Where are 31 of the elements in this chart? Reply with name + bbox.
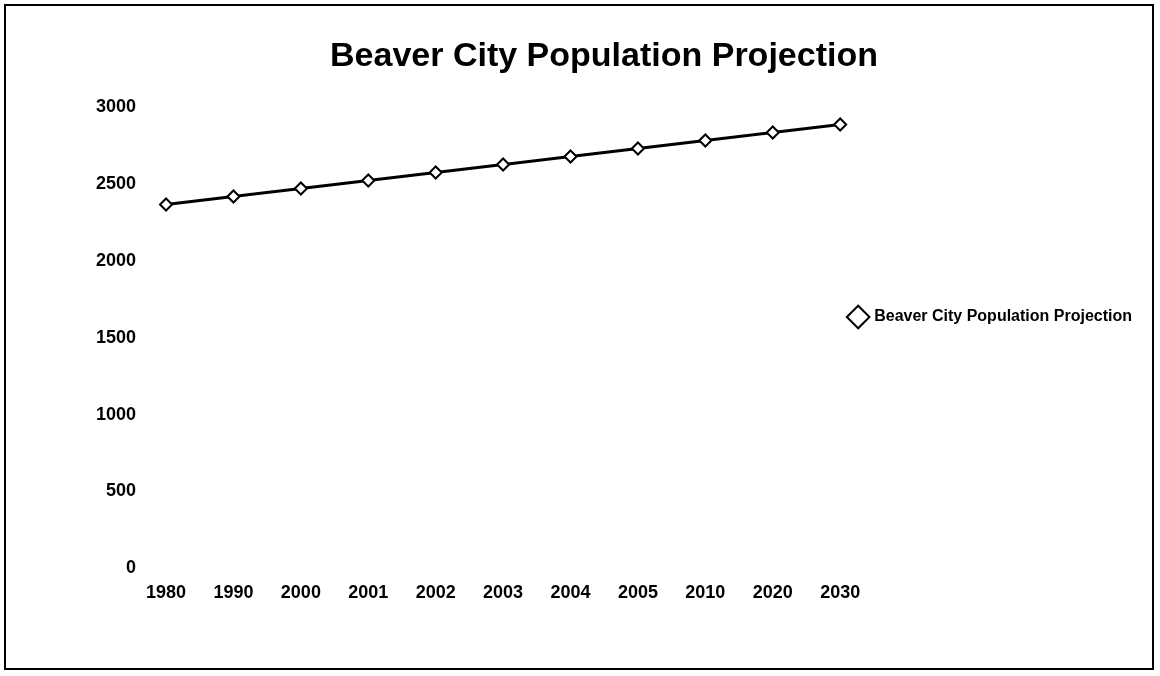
point bbox=[159, 197, 174, 212]
x-tick-label: 2005 bbox=[617, 582, 658, 603]
x-tick-label: 2020 bbox=[752, 582, 793, 603]
point bbox=[226, 189, 241, 204]
y-tick-label: 1500 bbox=[96, 326, 137, 347]
x-tick-label: 1980 bbox=[146, 582, 187, 603]
chart-title: Beaver City Population Projection bbox=[330, 34, 878, 73]
legend-label: Beaver City Population Projection bbox=[874, 307, 1132, 325]
point bbox=[563, 149, 578, 164]
y-tick-label: 1000 bbox=[96, 403, 137, 424]
point bbox=[496, 157, 511, 172]
point bbox=[361, 173, 376, 188]
x-tick-label: 1990 bbox=[213, 582, 254, 603]
point bbox=[293, 181, 308, 196]
point bbox=[765, 125, 780, 140]
point bbox=[428, 165, 443, 180]
y-tick-label: 2500 bbox=[96, 172, 137, 193]
point bbox=[833, 117, 848, 132]
x-tick-label: 2000 bbox=[280, 582, 321, 603]
point bbox=[630, 141, 645, 156]
y-tick-label: 3000 bbox=[96, 95, 137, 116]
point bbox=[698, 133, 713, 148]
y-tick-label: 500 bbox=[106, 480, 137, 501]
x-tick-label: 2010 bbox=[685, 582, 726, 603]
x-tick-label: 2002 bbox=[415, 582, 456, 603]
x-tick-label: 2001 bbox=[348, 582, 389, 603]
x-tick-label: 2030 bbox=[820, 582, 861, 603]
y-tick-label: 2000 bbox=[96, 249, 137, 270]
x-tick-label: 2003 bbox=[483, 582, 524, 603]
x-tick-label: 2004 bbox=[550, 582, 591, 603]
y-tick-label: 0 bbox=[126, 557, 137, 578]
